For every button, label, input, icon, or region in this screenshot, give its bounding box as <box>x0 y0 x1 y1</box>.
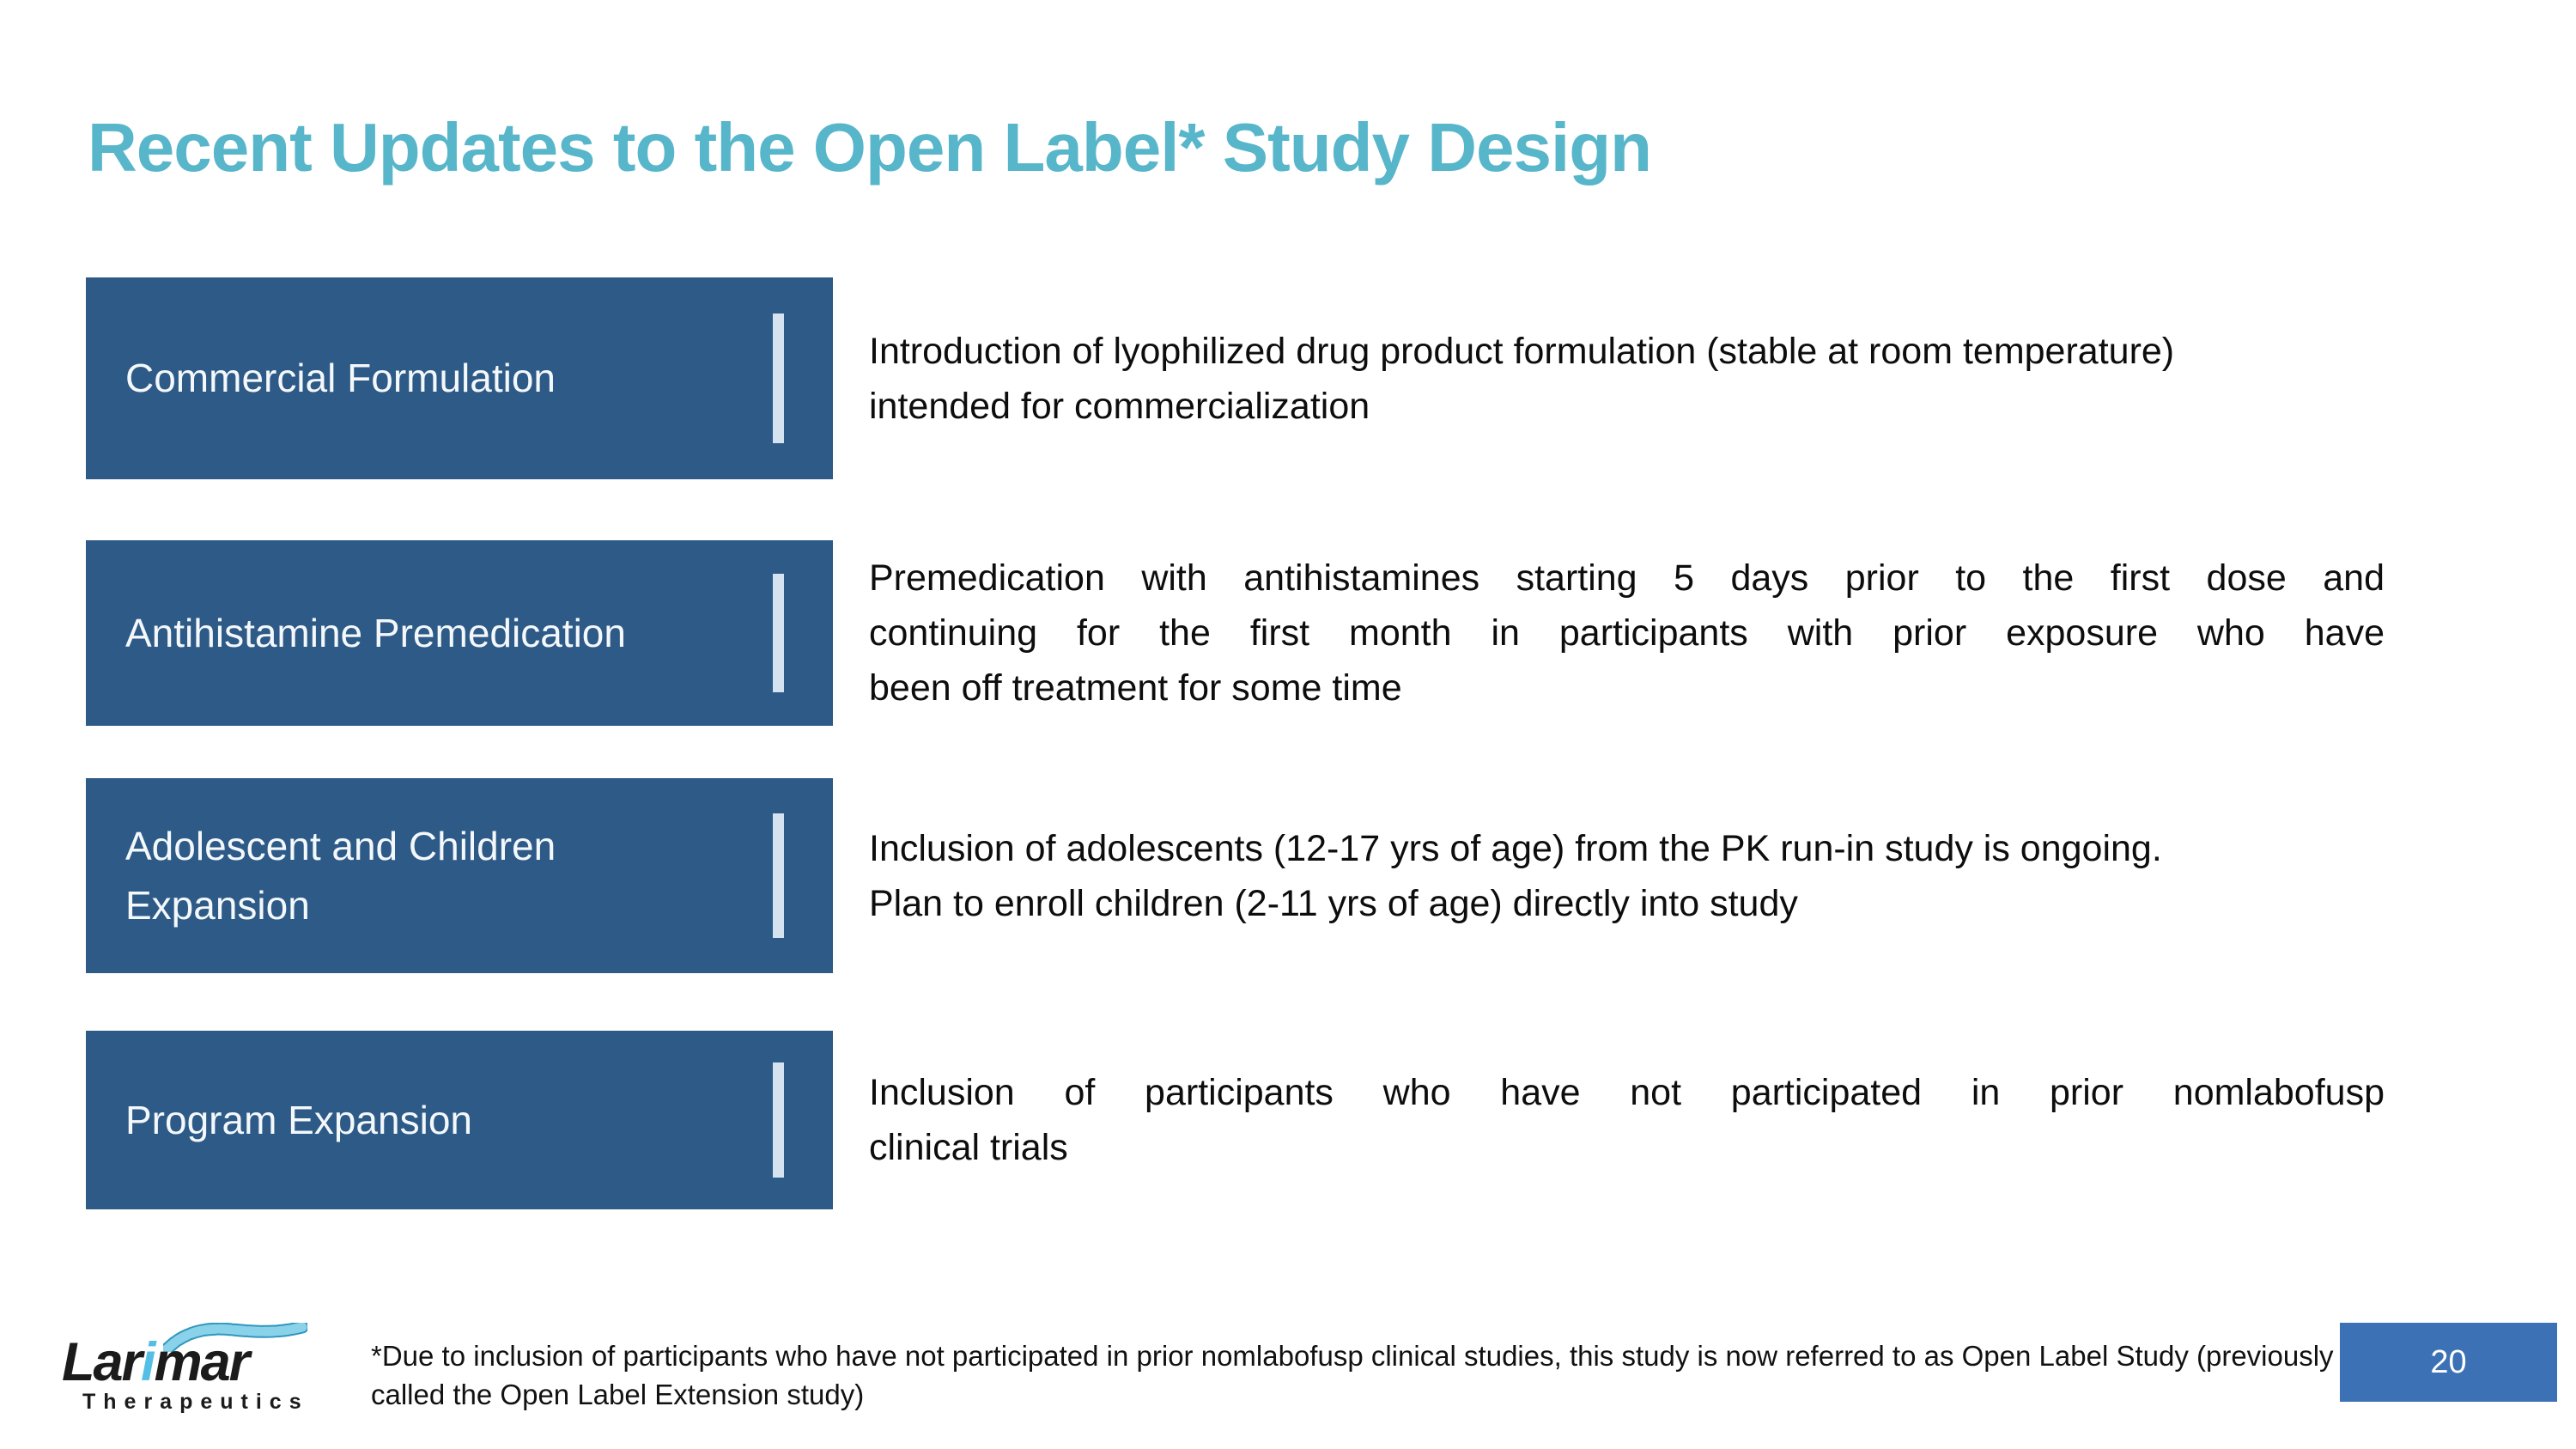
accent-bar <box>773 1062 784 1178</box>
row-description: Premedication with antihistamines starti… <box>869 551 2385 715</box>
label-box-text: Program Expansion <box>125 1097 472 1142</box>
description-line: intended for commercialization <box>869 385 1370 427</box>
label-box: Commercial Formulation <box>86 277 833 479</box>
description-line: been off treatment for some time <box>869 667 1402 709</box>
page-number: 20 <box>2430 1343 2467 1380</box>
logo-wordmark: Larimar <box>62 1331 251 1393</box>
label-box-text: Commercial Formulation <box>125 356 556 400</box>
logo-word-post: mar <box>154 1332 251 1392</box>
update-row-program-expansion: Program Expansion Inclusion of participa… <box>86 1031 2524 1209</box>
accent-bar <box>773 573 784 693</box>
footnote-line: *Due to inclusion of participants who ha… <box>371 1340 2334 1372</box>
larimar-logo: Larimar Therapeutics <box>62 1323 328 1422</box>
slide-title: Recent Updates to the Open Label* Study … <box>88 109 1652 186</box>
description-line: Premedication with antihistamines starti… <box>869 557 2385 599</box>
label-box: Antihistamine Premedication <box>86 540 833 726</box>
row-description: Inclusion of participants who have not p… <box>869 1065 2385 1175</box>
description-line: Inclusion of participants who have not p… <box>869 1072 2385 1113</box>
label-box: Program Expansion <box>86 1031 833 1209</box>
footnote: *Due to inclusion of participants who ha… <box>371 1336 2334 1414</box>
accent-bar <box>773 813 784 939</box>
row-description: Introduction of lyophilized drug product… <box>869 324 2174 434</box>
description-line: Inclusion of adolescents (12-17 yrs of a… <box>869 827 2162 869</box>
row-description: Inclusion of adolescents (12-17 yrs of a… <box>869 821 2162 931</box>
logo-word-pre: Lar <box>62 1332 143 1392</box>
peptide-helix-icon <box>163 1323 307 1352</box>
page-number-box: 20 <box>2340 1323 2557 1402</box>
label-box-text: Antihistamine Premedication <box>125 610 626 655</box>
description-line: clinical trials <box>869 1127 1068 1168</box>
accent-bar <box>773 314 784 443</box>
update-row-commercial-formulation: Commercial Formulation Introduction of l… <box>86 277 2524 479</box>
description-line: Introduction of lyophilized drug product… <box>869 330 2175 372</box>
logo-word-accent-i: i <box>141 1332 155 1392</box>
footnote-line: called the Open Label Extension study) <box>371 1379 865 1410</box>
description-line: Plan to enroll children (2-11 yrs of age… <box>869 882 1798 924</box>
label-box: Adolescent and Children Expansion <box>86 778 833 973</box>
description-line: continuing for the first month in partic… <box>869 612 2385 654</box>
update-row-adolescent-children-expansion: Adolescent and Children Expansion Inclus… <box>86 778 2524 973</box>
label-box-text: Adolescent and Children Expansion <box>125 823 556 928</box>
update-row-antihistamine-premedication: Antihistamine Premedication Premedicatio… <box>86 540 2524 726</box>
logo-subtitle: Therapeutics <box>82 1390 309 1414</box>
